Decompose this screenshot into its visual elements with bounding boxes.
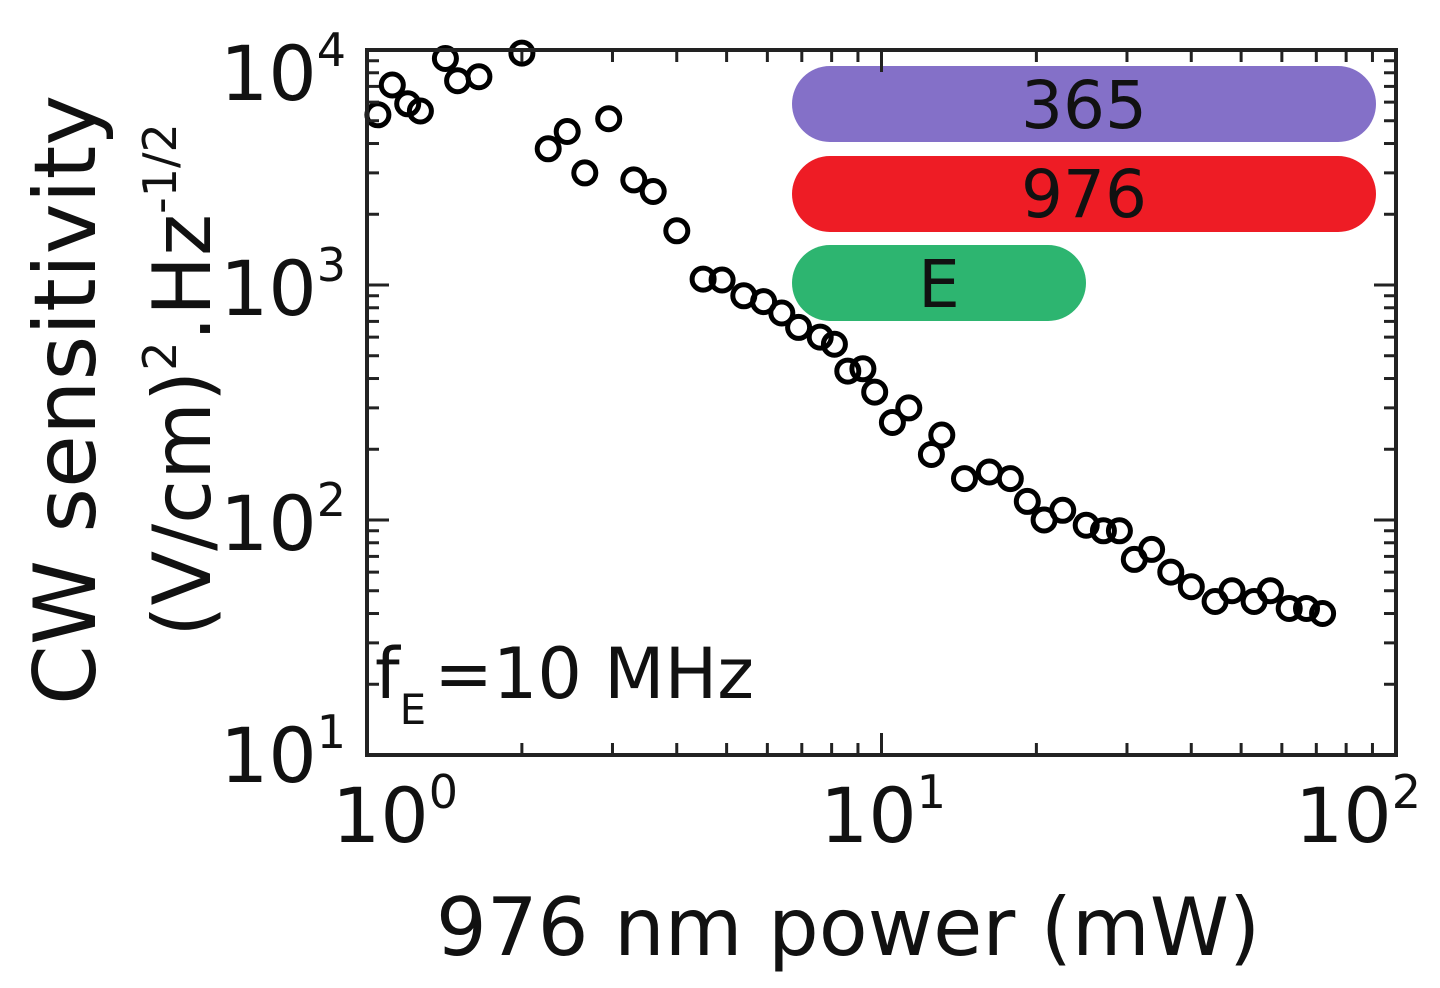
data-point-10 [571,159,599,187]
data-point-37 [1089,517,1117,545]
x-tick-label-2: 102 [1295,765,1421,860]
axis-ticks [365,48,1398,757]
data-point-36 [1072,511,1100,539]
data-point-25 [861,378,889,406]
legend-bar-e [792,245,1086,321]
legend-bar-365 [792,66,1376,142]
data-point-14 [663,217,691,245]
y-tick-labels: 101 102 103 104 [220,23,346,800]
data-point-42 [1177,573,1205,601]
data-point-30 [951,465,978,493]
data-point-15 [689,265,717,293]
data-point-35 [1049,496,1077,524]
data-point-13 [639,178,667,205]
data-point-0 [364,101,392,129]
y-tick-label-3: 104 [220,23,346,118]
data-point-41 [1157,558,1185,586]
data-point-1 [378,71,406,99]
data-point-44 [1218,577,1246,605]
data-point-6 [465,63,493,91]
data-point-22 [820,330,848,358]
x-tick-label-1: 101 [820,765,946,860]
data-point-47 [1275,595,1303,622]
x-axis-label: 976 nm power (mW) [436,881,1260,974]
data-point-24 [849,355,877,383]
data-point-11 [595,105,623,133]
legend-bar-976-label: 976 [1021,156,1147,233]
y-tick-label-0: 101 [220,705,346,800]
data-point-9 [553,118,581,145]
y-axis-label-line1: CW sensitivity [16,95,116,705]
data-point-32 [996,465,1024,493]
data-point-3 [406,97,434,125]
y-axis-label-line2: (V/cm)2.Hz-1/2 [133,123,229,637]
data-point-12 [620,166,648,194]
annotation-frequency: fE =10 MHz [375,633,754,734]
legend-bar-976 [792,156,1376,232]
data-point-27 [895,394,923,422]
data-point-29 [928,421,956,449]
legend-bar-e-label: E [918,246,960,323]
y-axis-label-units: (V/cm)2.Hz-1/2 [133,123,229,637]
y-tick-label-1: 102 [220,473,346,568]
data-point-7 [508,39,536,67]
data-point-40 [1138,535,1166,563]
data-point-49 [1309,600,1337,627]
data-point-33 [1013,487,1041,515]
legend-bars: 365 976 E [792,66,1376,323]
data-point-21 [806,323,834,351]
data-point-5 [444,67,472,95]
x-tick-labels: 100 101 102 [332,765,1421,860]
data-point-4 [431,45,459,72]
y-axis-label: CW sensitivity [16,95,116,705]
data-point-19 [768,299,796,327]
x-tick-label-0: 100 [332,765,458,860]
data-point-20 [785,313,813,341]
data-point-23 [834,357,862,385]
data-point-26 [878,409,906,436]
legend-bar-365-label: 365 [1021,67,1147,144]
data-point-16 [708,266,736,294]
data-point-38 [1105,517,1133,545]
y-tick-label-2: 103 [220,238,346,333]
data-point-46 [1256,577,1284,605]
data-point-48 [1293,595,1320,622]
data-point-8 [534,135,562,163]
